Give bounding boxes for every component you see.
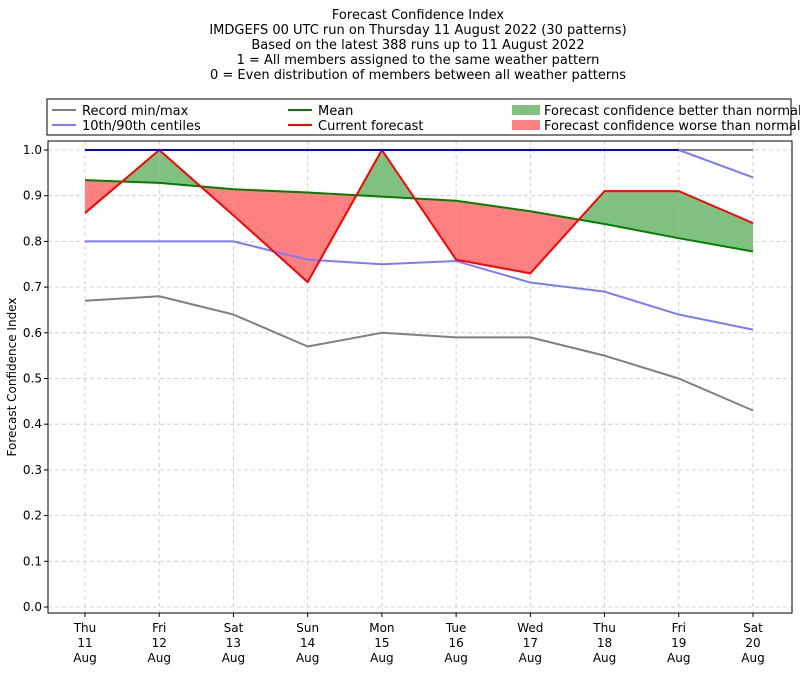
y-tick-label-4: 0.4 [23, 417, 42, 431]
series-line-record-min [84, 295, 754, 412]
better-fill-13 [678, 191, 753, 252]
x-tick-label-9-0: Sat [743, 621, 763, 635]
x-tick-label-9-1: 20 [745, 636, 760, 650]
title-line-4: 1 = All members assigned to the same wea… [237, 53, 600, 68]
y-tick-label-0: 0.0 [23, 600, 42, 614]
x-tick-label-8-1: 19 [671, 636, 686, 650]
chart-title: Forecast Confidence Index IMDGEFS 00 UTC… [209, 8, 626, 83]
legend-worse-swatch [512, 120, 540, 130]
x-tick-label-6-2: Aug [519, 651, 542, 665]
x-axis-ticks: Thu11AugFri12AugSat13AugSun14AugMon15Aug… [73, 613, 765, 665]
legend-worse-label: Forecast confidence worse than normal [544, 119, 800, 134]
x-tick-label-1-2: Aug [148, 651, 171, 665]
x-tick-label-8-2: Aug [667, 651, 690, 665]
x-tick-label-9-2: Aug [741, 651, 764, 665]
title-line-3: Based on the latest 388 runs up to 11 Au… [251, 38, 584, 53]
better-fill-12 [604, 191, 679, 239]
worse-fill-10 [530, 211, 579, 274]
y-tick-label-6: 0.6 [23, 326, 42, 340]
y-tick-label-10: 1.0 [23, 143, 42, 157]
x-tick-label-5-1: 16 [448, 636, 463, 650]
y-tick-label-5: 0.5 [23, 372, 42, 386]
title-line-2: IMDGEFS 00 UTC run on Thursday 11 August… [209, 23, 626, 38]
y-tick-label-3: 0.3 [23, 463, 42, 477]
legend-record-minmax-label: Record min/max [82, 104, 189, 119]
y-tick-label-8: 0.8 [23, 234, 42, 248]
x-tick-label-3-2: Aug [296, 651, 319, 665]
x-tick-label-7-0: Thu [592, 621, 616, 635]
y-tick-label-9: 0.9 [23, 189, 42, 203]
title-line-5: 0 = Even distribution of members between… [210, 68, 626, 83]
legend-better-label: Forecast confidence better than normal [544, 104, 800, 119]
legend-centiles-label: 10th/90th centiles [82, 119, 201, 134]
x-tick-label-0-2: Aug [73, 651, 96, 665]
series-line-current [84, 149, 754, 284]
x-tick-label-0-1: 11 [77, 636, 92, 650]
series-lines [84, 149, 754, 412]
x-tick-label-5-2: Aug [444, 651, 467, 665]
worse-fill-9 [456, 200, 531, 274]
grid [48, 141, 792, 613]
x-tick-label-2-1: 13 [226, 636, 241, 650]
x-tick-label-7-2: Aug [593, 651, 616, 665]
worse-fill-4 [233, 189, 308, 283]
title-line-1: Forecast Confidence Index [332, 8, 504, 23]
x-tick-label-3-1: 14 [300, 636, 315, 650]
series-line-p10 [85, 240, 754, 331]
x-tick-label-2-0: Sat [224, 621, 244, 635]
y-tick-label-1: 0.1 [23, 554, 42, 568]
x-tick-label-8-0: Fri [672, 621, 686, 635]
legend-better-swatch [512, 105, 540, 115]
x-tick-label-2-2: Aug [222, 651, 245, 665]
y-tick-label-7: 0.7 [23, 280, 42, 294]
legend-frame [46, 98, 792, 136]
legend-current-label: Current forecast [318, 119, 424, 134]
x-tick-label-6-1: 17 [523, 636, 538, 650]
legend-mean-label: Mean [318, 104, 353, 119]
plot-frame [47, 140, 793, 614]
y-tick-label-2: 0.2 [23, 509, 42, 523]
legend: Record min/max 10th/90th centiles Mean C… [46, 98, 800, 136]
x-tick-label-6-0: Wed [517, 621, 543, 635]
series-line-mean [84, 179, 754, 253]
x-tick-label-3-0: Sun [296, 621, 319, 635]
x-tick-label-0-0: Thu [73, 621, 97, 635]
plot-area: 0.00.10.20.30.40.50.60.70.80.91.0 Thu11A… [5, 140, 793, 665]
x-tick-label-5-0: Tue [445, 621, 467, 635]
y-axis-ticks: 0.0 0.1 0.2 0.3 0.4 0.5 0.6 0.7 0.8 0.9 1.0 [23, 143, 48, 614]
x-tick-label-1-0: Fri [152, 621, 166, 635]
x-tick-label-7-1: 18 [597, 636, 612, 650]
x-tick-label-1-1: 12 [152, 636, 167, 650]
y-axis-label: Forecast Confidence Index [5, 298, 19, 457]
x-tick-label-4-1: 15 [374, 636, 389, 650]
x-tick-label-4-0: Mon [369, 621, 394, 635]
x-tick-label-4-2: Aug [370, 651, 393, 665]
